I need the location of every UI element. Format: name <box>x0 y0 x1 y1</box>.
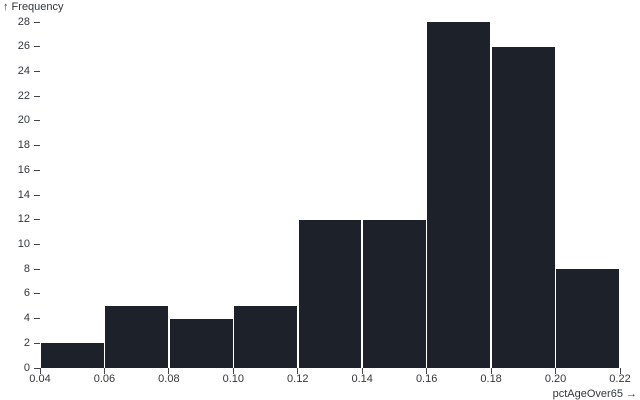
y-tick-label: 8 <box>23 262 30 275</box>
x-tick-mark <box>232 368 234 374</box>
y-tick-mark <box>34 169 40 171</box>
histogram-bar <box>105 306 169 368</box>
x-tick-mark <box>168 368 170 374</box>
histogram-bar <box>556 269 620 368</box>
y-tick-mark <box>34 243 40 245</box>
y-axis-title: ↑ Frequency <box>3 1 64 13</box>
y-tick-mark <box>34 145 40 147</box>
y-tick-label: 6 <box>23 287 30 300</box>
y-tick-mark <box>34 219 40 221</box>
y-tick-mark <box>34 293 40 295</box>
y-tick-label: 16 <box>17 163 30 176</box>
y-tick-mark <box>34 95 40 97</box>
x-axis-title: pctAgeOver65 → <box>552 388 637 400</box>
x-tick-label: 0.12 <box>287 373 309 385</box>
x-tick-mark <box>361 368 363 374</box>
y-tick-label: 4 <box>23 312 30 325</box>
histogram-bar <box>169 318 233 368</box>
x-tick-mark <box>297 368 299 374</box>
y-tick-label: 0 <box>23 361 30 374</box>
x-tick-mark <box>426 368 428 374</box>
histogram-bar <box>491 46 555 368</box>
y-tick-label: 2 <box>23 336 30 349</box>
x-tick-label: 0.04 <box>29 373 51 385</box>
histogram-bar <box>40 343 104 368</box>
y-tick-label: 24 <box>17 64 30 77</box>
y-tick-mark <box>34 70 40 72</box>
y-tick-mark <box>34 367 40 369</box>
y-tick-label: 10 <box>17 237 30 250</box>
x-tick-label: 0.20 <box>544 373 567 385</box>
histogram-bar <box>427 22 491 368</box>
y-tick-label: 20 <box>17 114 30 127</box>
x-tick-mark <box>39 368 41 374</box>
histogram-bar <box>362 219 426 368</box>
x-tick-label: 0.14 <box>351 373 373 385</box>
y-tick-label: 28 <box>17 15 30 28</box>
y-tick-label: 12 <box>17 213 30 226</box>
x-tick-label: 0.10 <box>222 373 245 385</box>
x-tick-label: 0.08 <box>158 373 180 385</box>
histogram-bar <box>234 306 298 368</box>
x-tick-mark <box>619 368 621 374</box>
x-tick-mark <box>103 368 105 374</box>
histogram-bar <box>298 219 362 368</box>
x-tick-label: 0.16 <box>415 373 438 385</box>
y-tick-mark <box>34 318 40 320</box>
y-tick-mark <box>34 268 40 270</box>
y-tick-mark <box>34 46 40 48</box>
y-tick-mark <box>34 194 40 196</box>
x-tick-label: 0.18 <box>480 373 502 385</box>
y-tick-label: 26 <box>17 40 30 53</box>
x-tick-label: 0.06 <box>93 373 116 385</box>
y-tick-mark <box>34 21 40 23</box>
y-tick-mark <box>34 120 40 122</box>
y-tick-label: 18 <box>17 139 30 152</box>
y-tick-mark <box>34 342 40 344</box>
x-tick-label: 0.22 <box>609 373 631 385</box>
x-tick-mark <box>555 368 557 374</box>
y-tick-label: 14 <box>17 188 30 201</box>
x-tick-mark <box>490 368 492 374</box>
y-tick-label: 22 <box>17 89 30 102</box>
